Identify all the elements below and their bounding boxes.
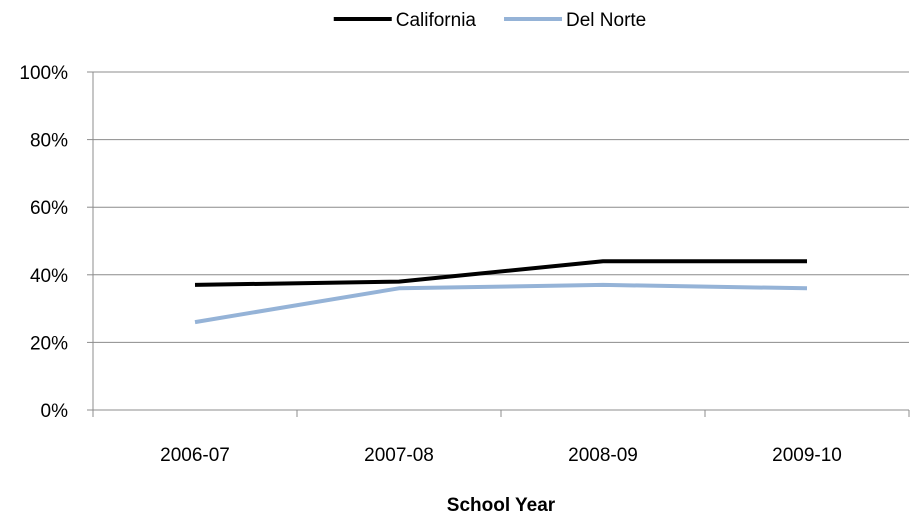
y-tick-label: 0% <box>41 401 69 422</box>
x-tick-label: 2006-07 <box>160 445 230 466</box>
x-tick-label: 2009-10 <box>772 445 842 466</box>
gridlines <box>93 71 909 411</box>
legend-label-del-norte: Del Norte <box>566 10 646 31</box>
series-line-del-norte <box>194 282 808 325</box>
x-axis-title: School Year <box>447 495 556 516</box>
legend-label-california: California <box>396 10 477 31</box>
series-lines <box>194 259 808 325</box>
series-line-california <box>194 259 807 287</box>
y-tick-label: 100% <box>19 63 68 84</box>
x-tick-label: 2008-09 <box>568 445 638 466</box>
y-tick-label: 40% <box>30 266 68 287</box>
legend: California Del Norte <box>333 10 646 31</box>
x-tick-label: 2007-08 <box>364 445 434 466</box>
y-axis: 0% 20% 40% 60% 80% 100% <box>19 63 94 422</box>
y-tick-label: 80% <box>30 131 68 152</box>
x-axis: 2006-07 2007-08 2008-09 2009-10 <box>92 410 910 466</box>
y-tick-label: 60% <box>30 198 68 219</box>
y-tick-label: 20% <box>30 333 68 354</box>
